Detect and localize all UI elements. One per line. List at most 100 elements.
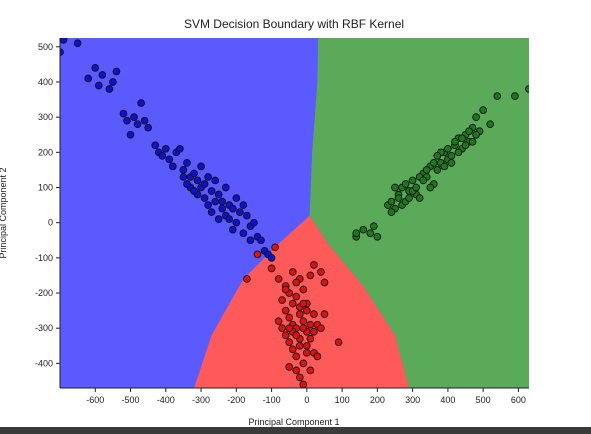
x-tick-label: -100 <box>263 395 281 405</box>
data-point-blue <box>225 215 234 224</box>
data-point-blue <box>84 74 93 83</box>
data-point-blue <box>60 48 64 56</box>
data-point-red <box>317 324 325 333</box>
x-tick-label: -200 <box>227 395 245 405</box>
data-point-blue <box>140 116 149 125</box>
data-point-blue <box>126 130 135 139</box>
data-point-green <box>373 232 382 241</box>
data-point-blue <box>123 116 131 125</box>
data-point-red <box>302 306 311 315</box>
x-tick-label: -300 <box>192 395 210 405</box>
x-tick-label: 0 <box>304 395 309 405</box>
x-tick-label: 100 <box>335 395 350 405</box>
data-point-red <box>306 320 315 329</box>
data-point-blue <box>207 187 216 195</box>
data-point-blue <box>98 71 107 79</box>
data-point-red <box>292 366 301 375</box>
x-axis-ticks: -600 -500 -400 -300 -200 -100 0 100 200 300 400 500… <box>86 388 526 405</box>
plot-area <box>60 38 529 388</box>
data-point-blue <box>232 218 241 227</box>
data-point-red <box>302 341 311 350</box>
data-point-blue <box>239 201 248 209</box>
data-point-blue <box>73 39 82 48</box>
data-point-green <box>440 162 449 171</box>
data-point-blue <box>214 215 223 224</box>
data-point-green <box>387 197 396 206</box>
data-point-blue <box>190 169 198 178</box>
data-point-red <box>274 317 283 326</box>
data-point-red <box>292 352 301 361</box>
data-point-blue <box>179 173 188 181</box>
chart-title: SVM Decision Boundary with RBF Kernel <box>184 17 404 31</box>
data-point-blue <box>214 190 223 199</box>
data-point-red <box>281 306 290 315</box>
data-point-red <box>285 338 294 347</box>
x-tick-label: 200 <box>370 395 385 405</box>
x-tick-label: -500 <box>122 395 140 405</box>
data-point-green <box>493 92 502 100</box>
data-point-green <box>422 166 431 174</box>
data-point-green <box>369 222 378 231</box>
data-point-blue <box>204 173 212 181</box>
data-point-green <box>433 151 442 160</box>
data-point-blue <box>243 211 251 220</box>
data-point-blue <box>221 183 230 192</box>
x-tick-label: -600 <box>86 395 104 405</box>
data-point-blue <box>228 225 237 234</box>
y-tick-label: -300 <box>35 323 53 333</box>
y-tick-label: 300 <box>38 112 53 122</box>
data-point-red <box>292 278 301 287</box>
data-point-red <box>306 334 315 343</box>
x-tick-label: -400 <box>157 395 175 405</box>
data-point-blue <box>165 155 174 164</box>
data-point-red <box>267 264 276 273</box>
data-point-red <box>285 363 294 371</box>
data-point-blue <box>207 208 216 216</box>
data-point-green <box>479 106 488 114</box>
data-point-green <box>352 229 361 238</box>
y-tick-label: 100 <box>38 182 53 192</box>
y-tick-label: 400 <box>38 77 53 87</box>
data-point-green <box>461 141 470 150</box>
data-point-blue <box>197 162 205 171</box>
data-point-blue <box>133 120 142 129</box>
data-point-red <box>295 310 304 318</box>
x-axis-label: Principal Component 1 <box>248 417 339 427</box>
data-point-red <box>299 359 308 368</box>
data-point-blue <box>112 67 121 76</box>
data-point-green <box>387 208 396 216</box>
data-point-green <box>525 85 529 93</box>
data-point-red <box>310 310 318 318</box>
data-point-green <box>468 137 477 146</box>
data-point-red <box>299 285 308 294</box>
data-point-green <box>486 120 495 129</box>
x-tick-label: 400 <box>440 395 455 405</box>
data-point-blue <box>211 197 220 206</box>
data-point-blue <box>239 229 248 238</box>
data-point-green <box>359 225 368 234</box>
data-point-red <box>278 296 287 304</box>
data-point-blue <box>60 38 68 44</box>
data-point-red <box>306 271 315 280</box>
data-point-blue <box>228 204 237 213</box>
window-bottom-bar <box>0 427 591 434</box>
y-axis-label: Principal Component 2 <box>0 167 8 258</box>
data-point-blue <box>218 204 227 213</box>
data-point-red <box>292 292 301 301</box>
data-point-green <box>412 183 421 192</box>
x-tick-label: 300 <box>405 395 420 405</box>
data-point-blue <box>151 141 160 150</box>
data-point-blue <box>193 176 202 185</box>
data-point-green <box>511 92 519 100</box>
data-point-red <box>313 352 322 361</box>
data-point-blue <box>179 166 188 174</box>
data-point-red <box>288 299 297 308</box>
data-point-green <box>426 183 435 192</box>
data-point-blue <box>161 144 170 153</box>
x-tick-label: 600 <box>511 395 526 405</box>
data-point-blue <box>176 144 184 153</box>
data-point-blue <box>183 159 191 167</box>
data-point-blue <box>109 78 117 86</box>
data-point-red <box>288 268 297 276</box>
data-point-red <box>281 331 290 340</box>
